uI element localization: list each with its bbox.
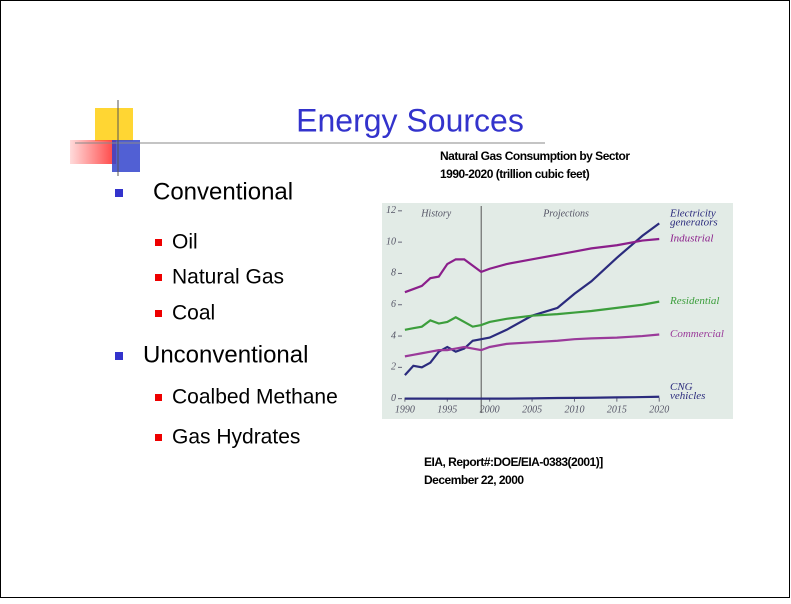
deco-red — [70, 140, 116, 164]
y-tick-label: 0 — [391, 393, 396, 404]
annotation: Projections — [542, 208, 589, 219]
sub-bullet — [155, 274, 162, 281]
y-tick-label: 12 — [386, 205, 396, 216]
y-tick-label: 2 — [391, 362, 396, 373]
chart-subtitle: 1990-2020 (trillion cubic feet) — [440, 167, 590, 181]
deco-yellow — [95, 108, 133, 141]
sub-bullet — [155, 310, 162, 317]
annotation: History — [420, 208, 452, 219]
x-tick-label: 2010 — [564, 404, 584, 415]
x-tick-label: 1990 — [395, 404, 415, 415]
series-label: Commercial — [670, 328, 724, 340]
y-tick-label: 8 — [391, 268, 396, 279]
x-tick-label: 1995 — [437, 404, 457, 415]
series-label: Industrial — [669, 233, 713, 245]
sub-bullet — [155, 394, 162, 401]
source-date: December 22, 2000 — [424, 473, 524, 487]
sub-bullet-text: Coalbed Methane — [172, 386, 338, 409]
series-label: Electricity generators — [669, 207, 719, 228]
series-line — [404, 237, 660, 294]
source: EIA, Report#:DOE/EIA-0383(2001)] — [424, 455, 603, 469]
y-tick-label: 6 — [391, 299, 396, 310]
bullet-text: Conventional — [153, 178, 293, 205]
sub-bullet-text: Oil — [172, 231, 198, 254]
series-line — [404, 300, 660, 331]
sub-bullet — [155, 434, 162, 441]
x-tick-label: 2020 — [649, 404, 669, 415]
x-tick-label: 2015 — [607, 404, 627, 415]
bullet — [115, 352, 123, 360]
y-tick-label: 10 — [386, 236, 396, 247]
y-tick-label: 4 — [391, 330, 396, 341]
slide-title: Energy Sources — [296, 102, 524, 138]
series-label: Residential — [669, 295, 720, 307]
x-tick-label: 2000 — [480, 404, 500, 415]
chart-title: Natural Gas Consumption by Sector — [440, 149, 630, 163]
sub-bullet-text: Natural Gas — [172, 266, 284, 289]
sub-bullet-text: Coal — [172, 302, 215, 325]
sub-bullet-text: Gas Hydrates — [172, 426, 300, 449]
series-line — [404, 395, 660, 400]
bullet-text: Unconventional — [143, 341, 308, 368]
chart-background — [382, 203, 733, 419]
series-line — [404, 333, 660, 358]
series-line — [404, 222, 660, 376]
sub-bullet — [155, 239, 162, 246]
x-tick-label: 2005 — [522, 404, 542, 415]
deco-blue — [112, 140, 140, 172]
bullet — [115, 189, 123, 197]
series-label: CNG vehicles — [670, 380, 705, 401]
